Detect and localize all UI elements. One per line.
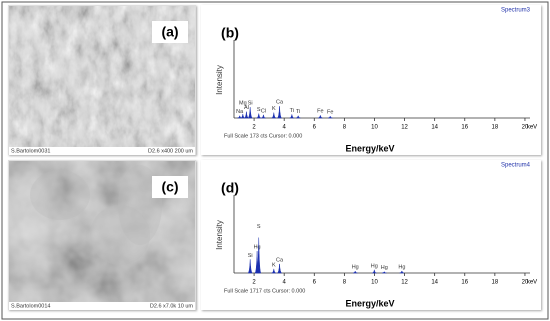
sem-settings: D2.6 x7.0k 10 um bbox=[150, 303, 194, 309]
peak-label: Hg bbox=[371, 263, 378, 269]
x-tick-label: 18 bbox=[492, 125, 499, 131]
x-tick-label: 18 bbox=[492, 280, 499, 286]
x-tick-label: 20 bbox=[522, 280, 529, 286]
x-tick-label: 12 bbox=[401, 280, 408, 286]
x-tick-label: 4 bbox=[283, 280, 287, 286]
peak-label: Ca bbox=[276, 257, 284, 263]
x-tick-label: 2 bbox=[252, 280, 256, 286]
particle bbox=[118, 165, 162, 245]
peak-label: S bbox=[257, 224, 261, 230]
peak bbox=[289, 114, 295, 119]
x-tick-label: 6 bbox=[313, 280, 317, 286]
spectrum-panel bbox=[201, 5, 541, 155]
spectrum-panel bbox=[201, 160, 541, 310]
y-axis-label: Intensity bbox=[215, 65, 224, 95]
peak bbox=[328, 115, 333, 119]
peak bbox=[271, 112, 277, 119]
x-tick-label: 14 bbox=[431, 280, 438, 286]
peak bbox=[372, 269, 377, 274]
peak bbox=[256, 237, 262, 274]
x-tick-label: 8 bbox=[343, 280, 347, 286]
label-box bbox=[152, 176, 188, 198]
peak bbox=[352, 270, 358, 274]
sample-name: S.Bartolom0031 bbox=[11, 148, 50, 154]
label-box bbox=[152, 21, 188, 43]
panel-label: (a) bbox=[161, 24, 178, 40]
peak bbox=[271, 268, 277, 274]
x-tick-label: 20 bbox=[522, 125, 529, 131]
particle bbox=[90, 205, 150, 265]
peak-label: K bbox=[272, 262, 276, 268]
peak-label: Ti bbox=[296, 109, 300, 115]
info-bar bbox=[9, 147, 195, 155]
peak bbox=[247, 259, 253, 274]
peak bbox=[277, 263, 282, 274]
x-tick-label: 12 bbox=[401, 125, 408, 131]
peak-label: Mg bbox=[239, 100, 247, 106]
peak bbox=[382, 271, 387, 274]
peak-label: Fe bbox=[327, 110, 333, 116]
x-unit: keV bbox=[527, 280, 537, 286]
sem-settings: D2.6 x400 200 um bbox=[148, 148, 193, 154]
y-axis-label: Intensity bbox=[215, 220, 224, 250]
spectrum-footer: Full Scale 173 cts Cursor: 0.000 bbox=[224, 133, 302, 139]
x-tick-label: 16 bbox=[461, 125, 468, 131]
spectrum-title: Spectrum3 bbox=[501, 8, 531, 14]
peak-label: Si bbox=[248, 253, 253, 259]
peak-label: Na bbox=[236, 109, 244, 115]
x-tick-label: 2 bbox=[252, 125, 256, 131]
peak bbox=[318, 115, 323, 119]
x-tick-label: 10 bbox=[371, 125, 378, 131]
spectrum-title: Spectrum4 bbox=[501, 163, 531, 169]
peak bbox=[261, 114, 266, 119]
peak-label: Hg bbox=[398, 264, 405, 270]
peak-label: Ti bbox=[290, 108, 294, 114]
particle bbox=[30, 170, 90, 220]
panel-label: (d) bbox=[221, 180, 239, 196]
x-unit: keV bbox=[527, 125, 537, 131]
info-bar bbox=[9, 302, 195, 310]
peak-label: Cl bbox=[261, 108, 266, 114]
panel-label: (c) bbox=[161, 179, 178, 195]
x-tick-label: 4 bbox=[283, 125, 287, 131]
x-tick-label: 6 bbox=[313, 125, 317, 131]
peak-label: Hg bbox=[352, 265, 359, 271]
x-axis-label: Energy/keV bbox=[345, 298, 394, 308]
peak bbox=[277, 106, 282, 119]
x-tick-label: 10 bbox=[371, 280, 378, 286]
x-tick-label: 14 bbox=[431, 125, 438, 131]
peak-label: K bbox=[272, 106, 276, 112]
x-axis-label: Energy/keV bbox=[345, 143, 394, 153]
peak-label: Al bbox=[244, 105, 249, 111]
peak-label: S bbox=[257, 107, 261, 113]
panel-label: (b) bbox=[221, 25, 239, 41]
peak-label: Fe bbox=[317, 109, 323, 115]
peak-label: Ca bbox=[276, 100, 284, 106]
x-tick-label: 8 bbox=[343, 125, 347, 131]
x-tick-label: 16 bbox=[461, 280, 468, 286]
peak bbox=[399, 270, 405, 274]
peak bbox=[295, 114, 301, 119]
sample-name: S.Bartolom0014 bbox=[11, 303, 50, 309]
peak bbox=[247, 107, 253, 119]
spectrum-footer: Full Scale 1717 cts Cursor: 0.000 bbox=[224, 288, 305, 294]
peak-label: Hg bbox=[254, 245, 261, 251]
peak-label: Si bbox=[248, 101, 253, 107]
peak bbox=[256, 113, 262, 119]
peak-label: Hg bbox=[381, 265, 388, 271]
